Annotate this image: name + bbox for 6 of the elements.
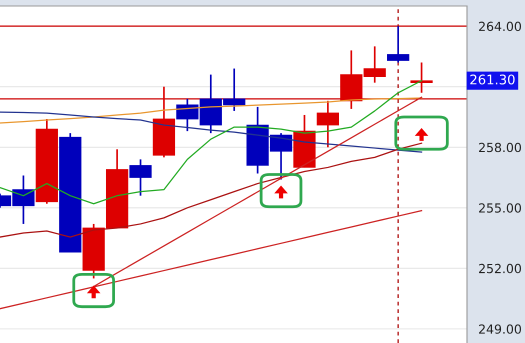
text: 261.30: [470, 74, 515, 84]
y-tick-label: 264.00: [479, 22, 522, 32]
y-tick-label: 252.00: [479, 264, 522, 274]
y-tick-label: 249.00: [479, 324, 522, 334]
y-tick-label: 258.00: [479, 142, 522, 152]
y-tick-label: 255.00: [479, 203, 522, 213]
